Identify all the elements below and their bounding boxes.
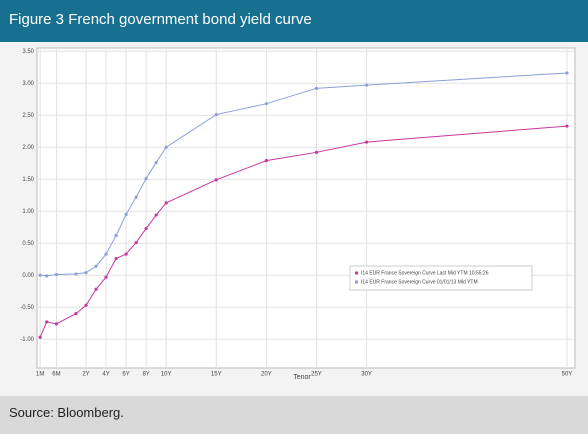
y-tick-label: 0.00 xyxy=(22,273,34,279)
data-point xyxy=(94,264,98,268)
legend-marker xyxy=(355,280,358,284)
x-tick-label: 20Y xyxy=(261,372,272,378)
x-tick-label: 6Y xyxy=(122,372,129,378)
data-point xyxy=(94,287,98,291)
legend: I14 EUR France Sovereign Curve Last Mid … xyxy=(349,265,533,291)
data-point xyxy=(214,112,218,117)
x-tick-label: 8Y xyxy=(142,372,149,378)
data-point xyxy=(565,71,569,75)
x-tick-label: 50Y xyxy=(562,372,573,378)
data-point xyxy=(104,252,108,256)
y-tick-label: 1.00 xyxy=(22,209,34,215)
data-point xyxy=(154,160,158,165)
legend-box xyxy=(349,265,533,291)
data-point xyxy=(54,322,59,326)
source-note: Source: Bloomberg. xyxy=(9,405,124,420)
data-point xyxy=(144,176,148,181)
x-tick-label: 15Y xyxy=(211,372,222,378)
data-point xyxy=(134,195,138,199)
data-point xyxy=(214,178,218,182)
x-tick-label: 25Y xyxy=(311,372,322,378)
data-point xyxy=(134,240,138,245)
data-point xyxy=(45,274,49,278)
y-tick-label: -1.00 xyxy=(20,337,34,343)
y-tick-label: 2.50 xyxy=(22,113,34,119)
y-tick-label: 2.00 xyxy=(22,145,34,151)
data-point xyxy=(565,124,569,128)
data-point xyxy=(54,272,59,277)
data-point xyxy=(45,320,49,324)
plot-area xyxy=(36,47,576,369)
data-point xyxy=(314,150,319,154)
data-point xyxy=(264,159,268,163)
data-point xyxy=(38,273,42,277)
footer: Source: Bloomberg. xyxy=(0,396,588,434)
y-tick-label: 1.50 xyxy=(22,177,34,183)
x-tick-label: 4Y xyxy=(102,372,109,378)
y-tick-label: -0.50 xyxy=(20,305,34,311)
chart-title: Figure 3 French government bond yield cu… xyxy=(9,11,312,28)
x-tick-label: 1M xyxy=(36,372,44,378)
x-tick-label: 2Y xyxy=(82,372,89,378)
data-point xyxy=(164,201,168,205)
data-point xyxy=(74,312,78,316)
legend-label: I14 EUR France Sovereign Curve Last Mid … xyxy=(361,270,489,276)
data-point xyxy=(154,213,158,217)
header: Figure 3 French government bond yield cu… xyxy=(0,0,588,42)
x-tick-label: 6M xyxy=(52,372,60,378)
x-tick-label: 10Y xyxy=(161,372,172,378)
data-point xyxy=(314,86,319,90)
y-tick-label: 0.50 xyxy=(22,241,34,247)
data-point xyxy=(114,256,118,261)
data-point xyxy=(84,303,88,307)
data-point xyxy=(124,212,128,216)
data-point xyxy=(364,83,369,87)
data-point xyxy=(264,102,268,106)
legend-marker xyxy=(355,271,358,275)
x-axis-title: Tenor xyxy=(293,374,311,381)
series-line xyxy=(40,72,568,277)
chart: Tenor 3.50 3.00 2.50 2.00 1.50 1.00 0.50 0.00 -0… xyxy=(0,42,588,396)
data-point xyxy=(38,335,42,339)
data-point xyxy=(84,271,88,275)
data-point xyxy=(114,233,118,238)
y-tick-label: 3.00 xyxy=(22,81,34,87)
data-point xyxy=(124,252,128,256)
series-line xyxy=(39,125,568,338)
data-point xyxy=(104,275,108,279)
data-point xyxy=(144,226,148,231)
legend-label: I14 EUR France Sovereign Curve 01/01/13 … xyxy=(361,279,478,285)
data-point xyxy=(74,272,78,276)
y-tick-label: 3.50 xyxy=(22,49,34,55)
x-tick-label: 30Y xyxy=(361,372,372,378)
data-point xyxy=(364,140,369,144)
data-point xyxy=(164,145,168,149)
